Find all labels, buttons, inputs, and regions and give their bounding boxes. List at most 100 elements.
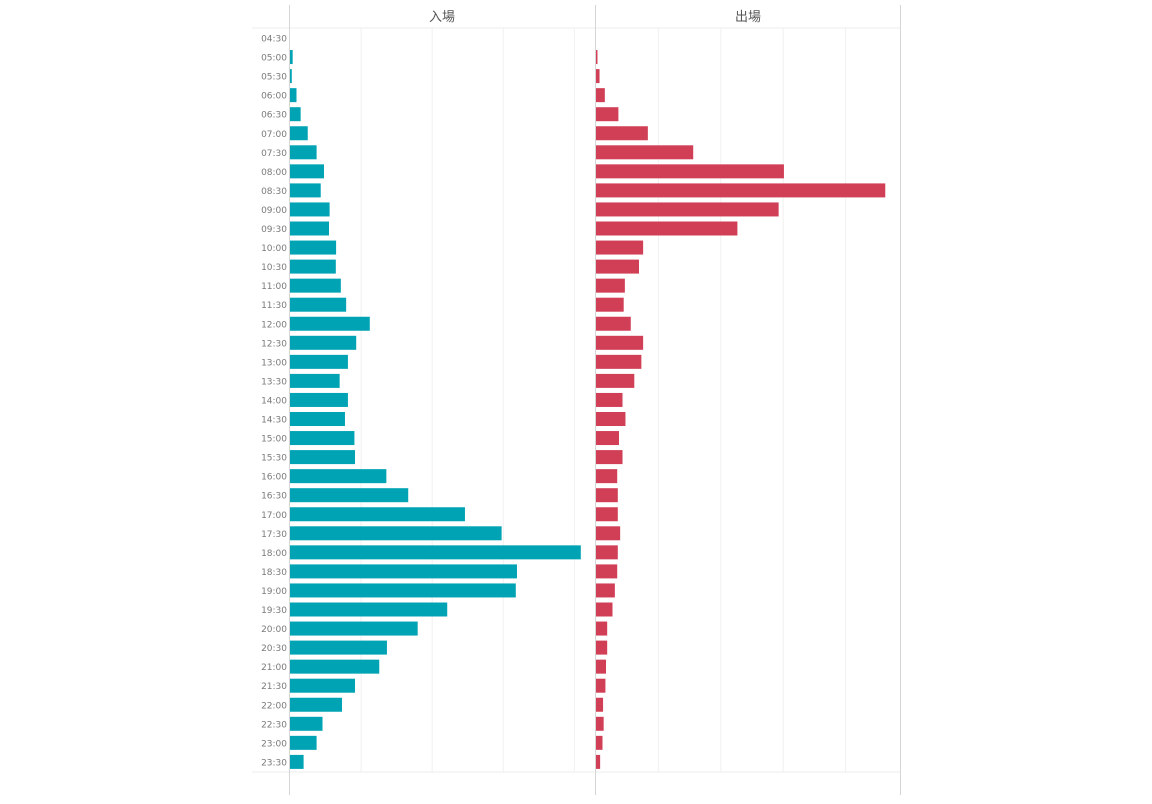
- tick-label-1730: 17:30: [261, 530, 287, 540]
- bar-exit-0900: [596, 202, 779, 217]
- bar-entry-0800: [290, 164, 324, 179]
- tick-label-1230: 12:30: [261, 339, 287, 349]
- bar-exit-1000: [596, 240, 644, 255]
- bar-entry-1330: [290, 373, 340, 388]
- bar-exit-2000: [596, 621, 608, 636]
- tick-label-1500: 15:00: [261, 435, 287, 445]
- bar-exit-1300: [596, 354, 642, 369]
- bar-entry-2230: [290, 716, 323, 731]
- bar-entry-1030: [290, 259, 336, 274]
- tick-label-1930: 19:30: [261, 606, 287, 616]
- tick-label-0730: 07:30: [261, 149, 287, 159]
- tick-label-1430: 14:30: [261, 416, 287, 426]
- tick-label-1030: 10:30: [261, 263, 287, 273]
- tick-label-1600: 16:00: [261, 473, 287, 483]
- bar-entry-0930: [290, 221, 330, 236]
- bar-exit-2230: [596, 716, 604, 731]
- bar-exit-1230: [596, 335, 644, 350]
- bar-exit-0730: [596, 145, 694, 160]
- tick-label-2330: 23:30: [261, 758, 287, 768]
- bar-entry-0630: [290, 107, 301, 122]
- bar-exit-1930: [596, 602, 613, 617]
- bar-exit-2330: [596, 754, 601, 769]
- bar-exit-1200: [596, 316, 631, 331]
- tick-label-0900: 09:00: [261, 206, 287, 216]
- bar-entry-1400: [290, 392, 348, 407]
- bar-entry-0600: [290, 88, 297, 103]
- tick-label-0500: 05:00: [261, 54, 287, 64]
- bar-entry-0700: [290, 126, 308, 141]
- tick-label-1300: 13:00: [261, 358, 287, 368]
- tick-label-1800: 18:00: [261, 549, 287, 559]
- bar-exit-1800: [596, 545, 618, 560]
- bar-entry-1630: [290, 488, 409, 503]
- bar-entry-1700: [290, 507, 465, 522]
- bar-entry-1930: [290, 602, 448, 617]
- bar-exit-1130: [596, 297, 624, 312]
- tick-label-1100: 11:00: [261, 282, 287, 292]
- tick-label-1400: 14:00: [261, 396, 287, 406]
- bar-exit-0830: [596, 183, 886, 198]
- bar-entry-1800: [290, 545, 581, 560]
- bar-entry-1600: [290, 469, 387, 484]
- panel-title-entry: 入場: [429, 10, 455, 25]
- bar-exit-0700: [596, 126, 648, 141]
- tick-label-0600: 06:00: [261, 92, 287, 102]
- tick-label-1830: 18:30: [261, 568, 287, 578]
- bar-exit-0600: [596, 88, 605, 103]
- bar-entry-2100: [290, 659, 380, 674]
- tick-label-1530: 15:30: [261, 454, 287, 464]
- tick-label-2000: 20:00: [261, 625, 287, 635]
- tick-label-1700: 17:00: [261, 511, 287, 521]
- tick-label-2300: 23:00: [261, 739, 287, 749]
- tick-label-1900: 19:00: [261, 587, 287, 597]
- bar-entry-2330: [290, 754, 304, 769]
- tick-label-1000: 10:00: [261, 244, 287, 254]
- bar-exit-1030: [596, 259, 640, 274]
- bar-entry-1200: [290, 316, 370, 331]
- bar-entry-0500: [290, 50, 293, 65]
- bar-exit-2300: [596, 735, 603, 750]
- bar-entry-1300: [290, 354, 348, 369]
- bar-exit-1430: [596, 412, 626, 426]
- bar-entry-1130: [290, 297, 347, 312]
- tick-label-0630: 06:30: [261, 111, 287, 121]
- bar-entry-1730: [290, 526, 502, 541]
- bar-entry-1830: [290, 564, 517, 579]
- bar-exit-1100: [596, 278, 625, 293]
- bar-entry-1500: [290, 431, 355, 446]
- tick-label-1330: 13:30: [261, 377, 287, 387]
- tick-label-0430: 04:30: [261, 35, 287, 45]
- bar-entry-2300: [290, 735, 317, 750]
- bar-exit-2200: [596, 697, 604, 712]
- bar-exit-1630: [596, 488, 618, 503]
- tick-label-2130: 21:30: [261, 682, 287, 692]
- tick-label-2230: 22:30: [261, 720, 287, 730]
- bar-exit-1730: [596, 526, 621, 541]
- bar-entry-2130: [290, 678, 356, 693]
- bar-exit-0530: [596, 69, 600, 84]
- bar-exit-0630: [596, 107, 619, 122]
- tick-label-0830: 08:30: [261, 187, 287, 197]
- bar-entry-1530: [290, 450, 356, 465]
- tick-label-0530: 05:30: [261, 73, 287, 83]
- tick-label-2100: 21:00: [261, 663, 287, 673]
- bar-exit-1600: [596, 469, 618, 484]
- bar-entry-1000: [290, 240, 337, 255]
- bar-entry-2200: [290, 697, 343, 712]
- bar-exit-0500: [596, 50, 598, 65]
- bar-exit-2130: [596, 678, 606, 693]
- bar-exit-2030: [596, 640, 608, 655]
- bar-exit-0800: [596, 164, 784, 179]
- bar-entry-1430: [290, 412, 345, 426]
- bar-exit-1400: [596, 392, 623, 407]
- tick-label-2200: 22:00: [261, 701, 287, 711]
- bar-entry-2030: [290, 640, 387, 655]
- bar-exit-1900: [596, 583, 615, 598]
- bar-exit-1830: [596, 564, 618, 579]
- tick-label-1200: 12:00: [261, 320, 287, 330]
- bar-entry-0900: [290, 202, 330, 217]
- bar-exit-0930: [596, 221, 738, 236]
- bar-entry-0730: [290, 145, 317, 160]
